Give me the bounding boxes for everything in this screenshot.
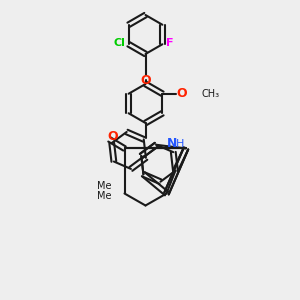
Text: O: O	[107, 130, 118, 143]
Text: N: N	[167, 137, 178, 151]
Text: CH₃: CH₃	[201, 89, 220, 99]
Text: H: H	[176, 139, 184, 149]
Text: Cl: Cl	[114, 38, 126, 48]
Text: Me: Me	[97, 191, 111, 202]
Text: Me: Me	[97, 181, 111, 191]
Text: F: F	[166, 38, 174, 48]
Text: O: O	[177, 87, 187, 100]
Text: O: O	[140, 74, 151, 88]
